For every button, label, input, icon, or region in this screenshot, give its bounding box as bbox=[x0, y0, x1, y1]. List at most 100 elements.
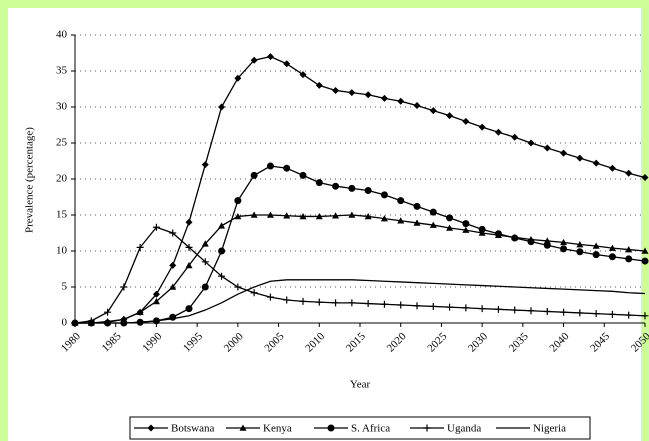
marker bbox=[625, 311, 633, 319]
marker bbox=[462, 220, 470, 228]
marker bbox=[348, 184, 356, 192]
marker bbox=[348, 211, 356, 218]
marker bbox=[608, 253, 616, 261]
marker bbox=[543, 144, 551, 152]
marker bbox=[494, 230, 502, 238]
marker bbox=[576, 241, 584, 248]
marker bbox=[152, 297, 160, 305]
marker bbox=[494, 128, 502, 136]
marker bbox=[446, 303, 454, 311]
marker bbox=[299, 297, 307, 305]
marker bbox=[283, 212, 291, 219]
marker bbox=[332, 182, 340, 190]
marker bbox=[560, 149, 568, 157]
marker bbox=[429, 302, 437, 310]
marker bbox=[446, 224, 454, 231]
marker bbox=[266, 211, 274, 218]
marker bbox=[201, 258, 209, 266]
marker bbox=[608, 164, 616, 172]
marker bbox=[239, 424, 247, 431]
marker bbox=[250, 56, 258, 64]
marker bbox=[185, 305, 193, 313]
marker bbox=[152, 223, 160, 231]
marker bbox=[348, 299, 356, 307]
marker bbox=[169, 261, 177, 269]
marker bbox=[423, 424, 431, 432]
marker bbox=[380, 300, 388, 308]
marker bbox=[462, 117, 470, 125]
marker bbox=[560, 308, 568, 316]
marker bbox=[169, 229, 177, 237]
marker bbox=[185, 243, 193, 251]
marker bbox=[315, 212, 323, 220]
marker bbox=[397, 97, 405, 105]
marker bbox=[478, 305, 486, 313]
marker bbox=[120, 283, 128, 291]
marker bbox=[413, 302, 421, 310]
marker bbox=[592, 310, 600, 318]
y-tick-label: 25 bbox=[56, 137, 68, 149]
marker bbox=[136, 243, 144, 251]
marker bbox=[641, 247, 649, 254]
legend-box bbox=[129, 416, 591, 440]
marker bbox=[234, 197, 242, 205]
marker bbox=[266, 53, 274, 61]
marker bbox=[543, 237, 551, 244]
legend-label: S. Africa bbox=[351, 423, 390, 435]
marker bbox=[201, 161, 209, 169]
legend-label: Botswana bbox=[171, 423, 215, 435]
marker bbox=[494, 305, 502, 313]
marker bbox=[250, 289, 258, 297]
marker bbox=[104, 308, 112, 316]
marker bbox=[429, 221, 437, 228]
marker bbox=[576, 309, 584, 317]
marker bbox=[625, 255, 633, 263]
marker bbox=[218, 222, 226, 229]
marker bbox=[299, 71, 307, 79]
marker bbox=[478, 225, 486, 233]
marker bbox=[592, 251, 600, 259]
marker bbox=[250, 211, 258, 218]
marker bbox=[625, 246, 633, 253]
marker bbox=[413, 219, 421, 226]
marker bbox=[543, 307, 551, 315]
marker bbox=[462, 226, 470, 233]
legend-label: Nigeria bbox=[533, 423, 566, 435]
y-tick-label: 40 bbox=[56, 29, 68, 41]
marker bbox=[380, 191, 388, 199]
y-tick-label: 5 bbox=[62, 281, 68, 293]
marker bbox=[560, 238, 568, 246]
marker bbox=[201, 283, 209, 291]
marker bbox=[641, 257, 649, 265]
marker bbox=[429, 208, 437, 216]
marker bbox=[576, 248, 584, 256]
marker bbox=[266, 293, 274, 301]
marker bbox=[397, 301, 405, 309]
x-axis-label: Year bbox=[350, 379, 371, 391]
marker bbox=[446, 112, 454, 120]
marker bbox=[527, 307, 535, 315]
marker bbox=[527, 238, 535, 246]
series bbox=[71, 223, 649, 327]
marker bbox=[446, 214, 454, 222]
marker bbox=[218, 103, 226, 111]
marker bbox=[332, 212, 340, 219]
marker bbox=[380, 94, 388, 102]
marker bbox=[543, 241, 551, 249]
y-tick-label: 35 bbox=[56, 65, 68, 77]
marker bbox=[147, 424, 155, 432]
marker bbox=[234, 283, 242, 291]
marker bbox=[218, 247, 226, 255]
marker bbox=[478, 123, 486, 131]
marker bbox=[462, 304, 470, 312]
marker bbox=[592, 159, 600, 167]
marker bbox=[283, 60, 291, 68]
marker bbox=[315, 179, 323, 187]
legend-label: Kenya bbox=[263, 423, 292, 435]
marker bbox=[397, 197, 405, 205]
marker bbox=[136, 308, 144, 315]
marker bbox=[185, 261, 193, 269]
marker bbox=[234, 212, 242, 220]
